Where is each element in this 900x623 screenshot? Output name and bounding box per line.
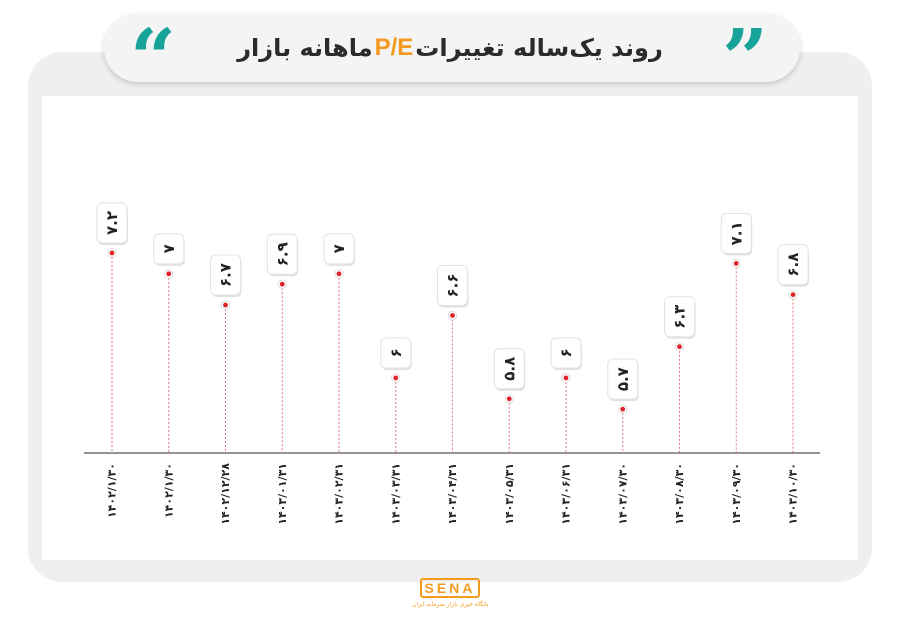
data-point: [279, 281, 285, 287]
x-tick-label: ۱۴۰۳/۰۱/۳۱: [276, 463, 289, 525]
data-label-box: [266, 233, 298, 275]
data-label: ۶.۸: [784, 253, 802, 277]
close-quote-icon: ”: [722, 11, 769, 105]
data-point: [620, 406, 626, 412]
data-point: [109, 250, 115, 256]
data-label: ۷.۱: [727, 221, 745, 245]
x-tick-label: ۱۴۰۳/۱۰/۳۰: [787, 463, 800, 525]
data-label: ۶: [387, 348, 405, 357]
data-label: ۵.۷: [614, 367, 632, 391]
data-point: [336, 271, 342, 277]
data-point: [733, 261, 739, 266]
sena-logo: SENA پایگاه خبری بازار سرمایه ایران: [412, 578, 489, 614]
data-point: [166, 271, 172, 277]
data-label: ۷: [160, 244, 178, 253]
data-point: [393, 375, 399, 381]
data-point: [506, 396, 512, 402]
title-accent-text: P/E: [374, 34, 414, 61]
logo-word: SENA: [419, 578, 481, 598]
x-tick-label: ۱۴۰۲/۱۲/۲۸: [219, 463, 232, 525]
data-point: [563, 375, 569, 381]
x-tick-label: ۱۴۰۳/۰۲/۳۱: [333, 463, 346, 525]
data-label: ۷: [330, 244, 348, 253]
data-point: [790, 292, 796, 298]
data-label-box: [210, 254, 241, 296]
x-tick-label: ۱۴۰۲/۱/۳۰: [106, 463, 119, 518]
data-label: ۶: [557, 348, 575, 357]
chart-title: روند یک‌ساله تغییرات P/E ماهانه بازار: [200, 28, 700, 68]
open-quote-icon: “: [130, 11, 177, 105]
data-label-box: [323, 233, 355, 265]
data-label-box: [607, 358, 639, 400]
data-label-box: [720, 212, 752, 254]
logo-tagline: پایگاه خبری بازار سرمایه ایران: [412, 601, 489, 608]
x-tick-label: ۱۴۰۳/۰۶/۳۱: [560, 463, 573, 525]
data-label-box: [550, 337, 582, 369]
title-main-text: روند یک‌ساله تغییرات: [415, 34, 663, 62]
x-tick-label: ۱۴۰۳/۰۷/۳۰: [616, 463, 629, 525]
data-label-box: [437, 264, 468, 306]
data-point: [677, 344, 682, 350]
data-label: ۶.۷: [217, 263, 235, 287]
data-label-box: [777, 244, 809, 286]
chart-panel: [42, 96, 858, 560]
data-label-box: [664, 296, 695, 338]
data-label: ۶.۳: [671, 305, 689, 329]
data-label: ۶.۶: [444, 273, 462, 297]
x-tick-label: ۱۴۰۲/۱/۳۰: [162, 463, 175, 518]
data-label: ۷.۲: [103, 211, 121, 235]
x-tick-label: ۱۴۰۳/۰۳/۳۱: [389, 463, 402, 525]
x-tick-label: ۱۴۰۳/۰۹/۳۰: [730, 463, 743, 525]
title-banner: [104, 14, 800, 82]
x-tick-label: ۱۴۰۳/۰۴/۳۱: [446, 463, 459, 525]
data-point: [450, 313, 455, 318]
data-point: [223, 302, 228, 308]
data-label-box: [380, 337, 412, 369]
title-tail-text: ماهانه بازار: [237, 34, 373, 62]
x-tick-label: ۱۴۰۳/۰۵/۳۱: [503, 463, 516, 525]
data-label-box: [153, 233, 185, 265]
data-label: ۶.۹: [273, 242, 291, 266]
x-tick-label: ۱۴۰۳/۰۸/۳۰: [673, 463, 686, 525]
data-label-box: [96, 202, 128, 244]
data-label-box: [493, 348, 525, 390]
data-label: ۵.۸: [500, 357, 518, 381]
